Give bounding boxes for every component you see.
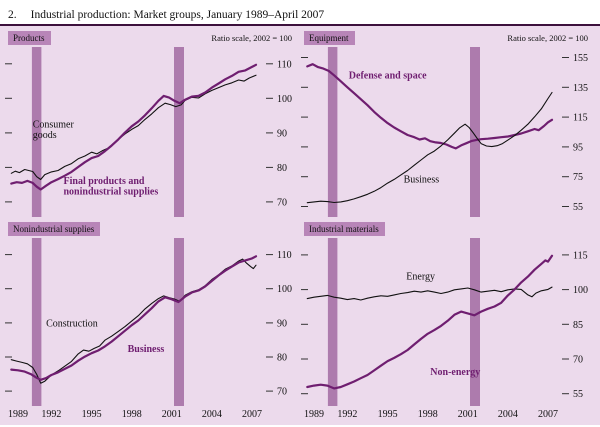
y-tick-label: 90 — [277, 318, 287, 329]
x-tick-label: 1995 — [378, 409, 398, 420]
recession-band — [470, 47, 480, 217]
y-tick-label: 155 — [573, 53, 588, 64]
series-business — [306, 91, 553, 204]
x-tick-label: 1989 — [8, 409, 28, 420]
y-tick-label: 100 — [277, 284, 292, 295]
y-tick-label: 80 — [277, 163, 287, 174]
x-tick-label: 2001 — [458, 409, 478, 420]
y-tick-label: 80 — [277, 353, 287, 364]
recession-band — [174, 47, 184, 217]
recession-band — [327, 238, 338, 406]
y-tick-label: 55 — [573, 389, 583, 400]
series-label-energy: Energy — [406, 272, 435, 283]
y-tick-label: 85 — [573, 320, 583, 331]
recession-band — [470, 238, 480, 406]
y-tick-label: 135 — [573, 83, 588, 94]
chart-svg: 70 80 90 100 110 1989 1992 1995 1998 2001 2004 2007… — [5, 238, 292, 420]
products-scale-note: Ratio scale, 2002 = 100 — [211, 33, 292, 43]
series-label-defense-and-space: Defense and space — [349, 70, 427, 81]
recession-band — [31, 238, 42, 406]
figure-title-row: 2. Industrial production: Market groups,… — [0, 0, 600, 24]
y-tick-label: 95 — [573, 142, 583, 153]
recession-band — [327, 47, 338, 217]
y-tick-label: 55 — [573, 202, 583, 213]
title-rule — [0, 24, 600, 26]
y-tick-label: 115 — [573, 250, 588, 261]
industrial-materials-panel-title: Industrial materials — [304, 222, 385, 237]
recession-band — [174, 238, 184, 406]
industrial-materials-plot: 55 70 85 100 115 1989 1992 1995 1998 2001 2004 2007… — [300, 238, 596, 420]
series-label-business: Business — [128, 344, 165, 355]
series-business — [10, 255, 258, 381]
equipment-plot: 55 75 95 115 135 155 Defense and space Business — [300, 47, 596, 217]
y-tick-label: 75 — [573, 172, 583, 183]
series-energy — [306, 286, 553, 301]
series-label-consumer-goods: Consumer — [33, 120, 75, 131]
products-panel-title: Products — [8, 31, 51, 46]
series-label-final-products-and-nonindustrial-supplies: nonindustrial supplies — [64, 187, 159, 198]
y-tick-label: 70 — [277, 197, 287, 208]
right-column: Equipment Ratio scale, 2002 = 100 55 75 95… — [300, 30, 596, 425]
series-final-products-and-nonindustrial-supplies — [10, 63, 258, 191]
left-column: Products Ratio scale, 2002 = 100 70 80 90 1… — [4, 30, 300, 425]
equipment-panel-header: Equipment Ratio scale, 2002 = 100 — [304, 31, 594, 46]
y-tick-label: 70 — [277, 387, 287, 398]
series-label-construction: Construction — [46, 318, 98, 329]
x-tick-label: 1998 — [122, 409, 142, 420]
equipment-scale-note: Ratio scale, 2002 = 100 — [507, 33, 588, 43]
y-tick-label: 115 — [573, 113, 588, 124]
figure-number: 2. — [8, 9, 17, 21]
equipment-panel-title: Equipment — [304, 31, 355, 46]
chart-svg: 55 75 95 115 135 155 Defense and space Business — [301, 47, 588, 217]
recession-band — [31, 47, 42, 217]
x-tick-label: 2004 — [498, 409, 518, 420]
series-non-energy — [306, 254, 554, 390]
chart-area: Products Ratio scale, 2002 = 100 70 80 90 1… — [0, 26, 600, 425]
figure-title: Industrial production: Market groups, Ja… — [30, 9, 325, 21]
y-tick-label: 70 — [573, 355, 583, 366]
x-tick-label: 2007 — [242, 409, 262, 420]
nonindustrial-supplies-panel-title: Nonindustrial supplies — [8, 222, 101, 237]
series-label-non-energy: Non-energy — [430, 367, 480, 378]
x-tick-label: 2004 — [202, 409, 222, 420]
nonindustrial-supplies-panel-header: Nonindustrial supplies — [8, 222, 298, 237]
y-tick-label: 100 — [277, 94, 292, 105]
nonindustrial-supplies-plot: 70 80 90 100 110 1989 1992 1995 1998 2001 2004 2007… — [4, 238, 300, 420]
x-tick-label: 1995 — [82, 409, 102, 420]
series-label-final-products-and-nonindustrial-supplies: Final products and — [64, 176, 145, 187]
series-label-consumer-goods: goods — [33, 130, 57, 141]
industrial-materials-panel-header: Industrial materials — [304, 222, 594, 237]
x-tick-label: 1989 — [304, 409, 324, 420]
y-tick-label: 110 — [277, 250, 292, 261]
x-tick-label: 1992 — [41, 409, 61, 420]
chart-svg: 55 70 85 100 115 1989 1992 1995 1998 2001 2004 2007… — [301, 238, 588, 420]
series-defense-and-space — [306, 63, 554, 150]
y-tick-label: 100 — [573, 285, 588, 296]
x-tick-label: 2001 — [162, 409, 182, 420]
x-tick-label: 1998 — [418, 409, 438, 420]
products-plot: 70 80 90 100 110 Consumer goods Final products … — [4, 47, 300, 217]
y-tick-label: 90 — [277, 128, 287, 139]
series-label-business: Business — [404, 175, 440, 186]
x-tick-label: 2007 — [538, 409, 558, 420]
y-tick-label: 110 — [277, 59, 292, 70]
products-panel-header: Products Ratio scale, 2002 = 100 — [8, 31, 298, 46]
x-tick-label: 1992 — [337, 409, 357, 420]
